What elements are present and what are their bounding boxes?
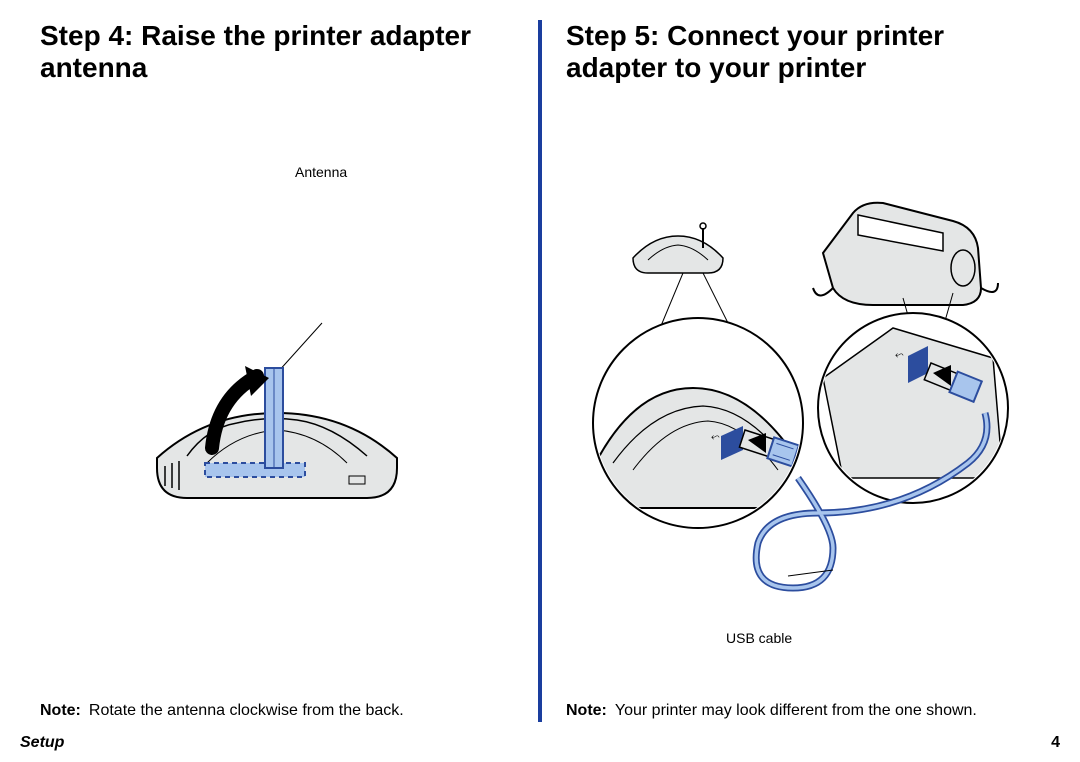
step5-heading: Step 5: Connect your printer adapter to … — [566, 20, 1040, 84]
note-text: Your printer may look different from the… — [615, 701, 977, 722]
antenna-label: Antenna — [295, 164, 347, 180]
usb-connection-diagram-icon: ⬿ ⬿ — [573, 178, 1033, 618]
note-prefix: Note: — [566, 701, 607, 722]
svg-text:⬿: ⬿ — [711, 431, 720, 443]
note-text: Rotate the antenna clockwise from the ba… — [89, 701, 404, 722]
step4-illustration: Antenna — [40, 114, 514, 681]
step4-note: Note: Rotate the antenna clockwise from … — [40, 701, 514, 722]
step4-heading: Step 4: Raise the printer adapter antenn… — [40, 20, 514, 84]
note-prefix: Note: — [40, 701, 81, 722]
step5-illustration: USB cable — [566, 114, 1040, 681]
svg-text:⬿: ⬿ — [895, 349, 904, 361]
antenna-diagram-icon — [117, 268, 437, 528]
left-column: Step 4: Raise the printer adapter antenn… — [20, 20, 534, 722]
footer-section: Setup — [20, 734, 64, 752]
footer-page-number: 4 — [1051, 734, 1060, 752]
column-divider — [538, 20, 542, 722]
page-footer: Setup 4 — [20, 734, 1060, 752]
right-column: Step 5: Connect your printer adapter to … — [546, 20, 1060, 722]
step5-note: Note: Your printer may look different fr… — [566, 701, 1040, 722]
page-container: Step 4: Raise the printer adapter antenn… — [0, 0, 1080, 762]
usb-cable-label: USB cable — [726, 630, 792, 646]
